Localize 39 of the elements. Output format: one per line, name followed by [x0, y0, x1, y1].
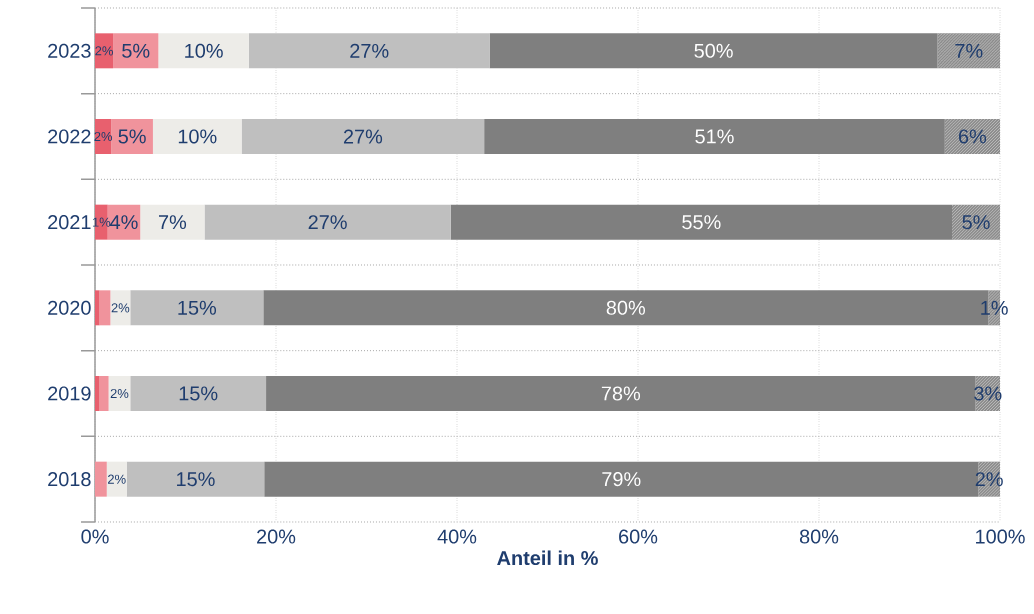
- data-label: 50%: [694, 43, 733, 58]
- data-label: 7%: [955, 43, 983, 58]
- x-tick-label: 40%: [437, 529, 477, 544]
- data-label: 27%: [350, 43, 389, 58]
- data-label: 2%: [111, 303, 130, 313]
- data-label: 10%: [185, 43, 223, 58]
- x-tick-label: 20%: [257, 529, 296, 544]
- x-tick-label: 100%: [976, 529, 1025, 544]
- data-label: 55%: [682, 215, 721, 230]
- data-label: 27%: [308, 215, 347, 230]
- data-label: 5%: [962, 215, 990, 230]
- data-label: 27%: [343, 129, 383, 144]
- data-label: 2%: [95, 46, 113, 56]
- data-label: 4%: [110, 215, 138, 230]
- data-label: 80%: [606, 300, 646, 315]
- data-label: 79%: [602, 472, 641, 487]
- data-label: 15%: [178, 300, 217, 315]
- y-tick-label: 2020: [48, 300, 91, 315]
- data-label: 51%: [695, 129, 734, 144]
- y-tick-label: 2019: [48, 386, 91, 401]
- y-tick-label: 2022: [48, 129, 91, 144]
- data-label: 2%: [110, 388, 129, 399]
- x-tick-label: 0%: [81, 529, 109, 544]
- data-label: 78%: [601, 386, 641, 401]
- y-tick-label: 2021: [48, 215, 91, 230]
- x-tick-label: 80%: [799, 529, 839, 544]
- data-label: 15%: [179, 386, 218, 401]
- x-axis-title: Anteil in %: [497, 550, 598, 566]
- data-label: 5%: [122, 43, 150, 58]
- data-label: 10%: [178, 129, 217, 144]
- x-tick-label: 60%: [619, 529, 658, 544]
- data-label: 7%: [159, 215, 187, 230]
- data-label: 2%: [94, 131, 113, 142]
- y-tick-label: 2023: [48, 43, 91, 58]
- data-label: 5%: [118, 129, 146, 144]
- y-tick-label: 2018: [48, 472, 91, 487]
- data-label: 6%: [959, 129, 987, 144]
- data-label: 2%: [108, 474, 126, 484]
- data-label: 15%: [177, 472, 215, 487]
